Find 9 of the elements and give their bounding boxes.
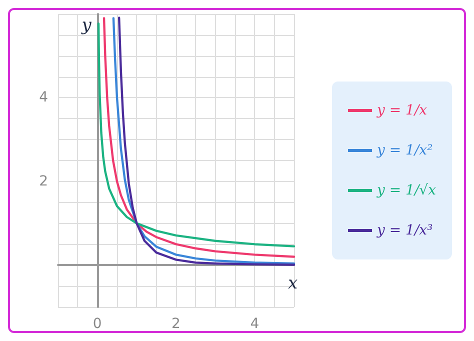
x-tick-label: 2: [172, 316, 180, 332]
x-tick-label: 0: [92, 316, 102, 332]
legend-label: y = 1/x³: [376, 222, 434, 238]
legend-label: y = 1/x²: [376, 142, 434, 158]
y-axis-title: y: [80, 16, 92, 36]
legend-label: y = 1/x: [376, 102, 428, 118]
x-tick-label: 4: [250, 316, 260, 332]
legend-label: y = 1/√x: [376, 182, 436, 198]
x-axis-title: x: [288, 274, 298, 294]
